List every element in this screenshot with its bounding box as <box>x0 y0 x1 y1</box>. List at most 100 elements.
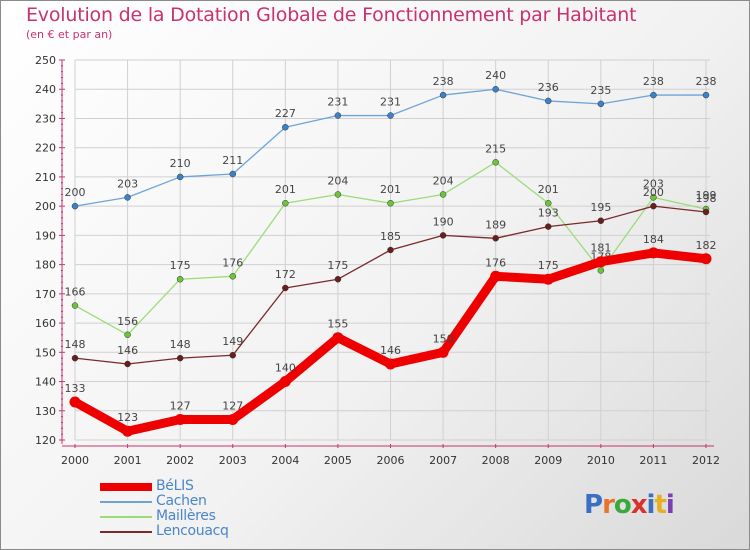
data-label-cachen: 227 <box>275 107 296 120</box>
data-point-maillres <box>439 191 447 198</box>
x-tick-label: 2006 <box>377 454 405 467</box>
data-label-blis: 155 <box>327 318 348 331</box>
data-label-maillres: 204 <box>327 174 348 187</box>
data-point-blis <box>69 396 81 408</box>
data-label-maillres: 156 <box>117 315 138 328</box>
data-label-maillres: 204 <box>433 174 454 187</box>
data-point-maillres <box>282 199 289 207</box>
data-point-blis <box>174 414 186 426</box>
data-label-lencouacq: 146 <box>117 344 138 357</box>
data-point-cachen <box>387 112 394 119</box>
data-point-maillres <box>334 191 342 198</box>
data-label-cachen: 236 <box>538 81 559 94</box>
data-label-blis: 184 <box>643 233 664 246</box>
data-label-maillres: 203 <box>643 177 664 190</box>
data-point-lencouacq <box>597 217 605 225</box>
data-label-blis: 181 <box>590 242 611 255</box>
data-point-lencouacq <box>545 223 552 230</box>
data-label-maillres: 166 <box>65 286 86 299</box>
data-label-blis: 150 <box>433 332 454 345</box>
data-label-cachen: 240 <box>485 69 506 82</box>
data-label-lencouacq: 190 <box>433 215 454 228</box>
data-label-maillres: 201 <box>538 183 559 196</box>
legend-label: BéLIS <box>156 478 194 494</box>
data-point-maillres <box>650 194 657 201</box>
data-label-blis: 146 <box>380 344 401 357</box>
data-point-blis <box>490 270 502 282</box>
data-point-lencouacq <box>387 246 394 254</box>
data-label-cachen: 211 <box>222 154 243 167</box>
data-label-cachen: 235 <box>590 84 611 97</box>
chart-title: Evolution de la Dotation Globale de Fonc… <box>26 4 637 26</box>
data-label-maillres: 176 <box>222 256 243 269</box>
data-label-lencouacq: 148 <box>170 338 191 351</box>
data-label-cachen: 203 <box>117 177 138 190</box>
data-point-cachen <box>176 173 184 181</box>
x-tick-label: 2009 <box>534 454 562 467</box>
data-label-lencouacq: 172 <box>275 268 296 281</box>
legend-swatch <box>100 531 152 533</box>
x-tick-label: 2010 <box>587 454 615 467</box>
data-point-lencouacq <box>334 275 342 283</box>
logo-letter: i <box>665 490 675 520</box>
data-point-cachen <box>334 112 342 119</box>
y-tick-label: 180 <box>35 259 56 272</box>
x-tick-label: 2005 <box>324 454 352 467</box>
legend-swatch <box>100 501 152 503</box>
legend-swatch <box>100 483 152 491</box>
legend-label: Cachen <box>156 493 207 509</box>
data-point-maillres <box>597 267 605 274</box>
x-tick-label: 2012 <box>692 454 720 467</box>
line-chart: 120 130 140 150 160 170 180 190 200 210 220 230 240 2… <box>35 54 720 467</box>
data-label-cachen: 200 <box>65 186 86 199</box>
x-tick-label: 2003 <box>219 454 247 467</box>
legend-swatch <box>100 516 152 518</box>
data-label-maillres: 201 <box>275 183 296 196</box>
data-label-blis: 182 <box>696 239 717 252</box>
data-label-lencouacq: 200 <box>643 186 664 199</box>
data-point-lencouacq <box>71 354 79 362</box>
data-point-blis <box>647 247 659 259</box>
data-point-cachen <box>282 123 289 131</box>
data-point-lencouacq <box>650 202 657 210</box>
data-point-lencouacq <box>124 360 131 368</box>
x-tick-label: 2004 <box>271 454 299 467</box>
proxiti-logo: Proxiti <box>584 490 675 520</box>
data-point-cachen <box>439 91 447 99</box>
logo-letter: x <box>630 490 648 520</box>
legend-label: Lencouacq <box>156 523 229 539</box>
x-tick-label: 2008 <box>482 454 510 467</box>
logo-letter: r <box>602 490 615 520</box>
data-point-lencouacq <box>229 351 236 359</box>
logo-letter: P <box>584 490 603 520</box>
data-label-lencouacq: 189 <box>485 218 506 231</box>
y-tick-label: 200 <box>35 200 56 213</box>
data-point-blis <box>542 273 554 285</box>
data-point-blis <box>279 376 291 388</box>
logo-letter: o <box>613 490 632 520</box>
y-tick-label: 130 <box>35 405 56 418</box>
data-label-lencouacq: 185 <box>380 230 401 243</box>
data-point-blis <box>595 256 607 268</box>
y-tick-label: 190 <box>35 229 56 242</box>
data-label-lencouacq: 148 <box>65 338 86 351</box>
y-tick-label: 220 <box>35 142 56 155</box>
x-tick-label: 2002 <box>166 454 194 467</box>
data-point-blis <box>385 358 396 370</box>
x-tick-label: 2011 <box>639 454 667 467</box>
data-label-maillres: 199 <box>696 189 717 202</box>
logo-letter: t <box>654 490 666 520</box>
x-tick-label: 2000 <box>61 454 89 467</box>
y-tick-label: 140 <box>35 376 56 389</box>
logo-letter: i <box>646 490 656 520</box>
y-tick-label: 170 <box>35 288 56 301</box>
data-label-blis: 175 <box>538 259 559 272</box>
data-label-cachen: 210 <box>170 157 191 170</box>
data-point-maillres <box>229 273 236 280</box>
data-point-maillres <box>545 199 552 207</box>
data-label-maillres: 175 <box>170 259 191 272</box>
y-tick-label: 150 <box>35 346 56 359</box>
data-label-cachen: 238 <box>433 75 454 88</box>
data-label-blis: 133 <box>65 382 86 395</box>
data-label-maillres: 201 <box>380 183 401 196</box>
